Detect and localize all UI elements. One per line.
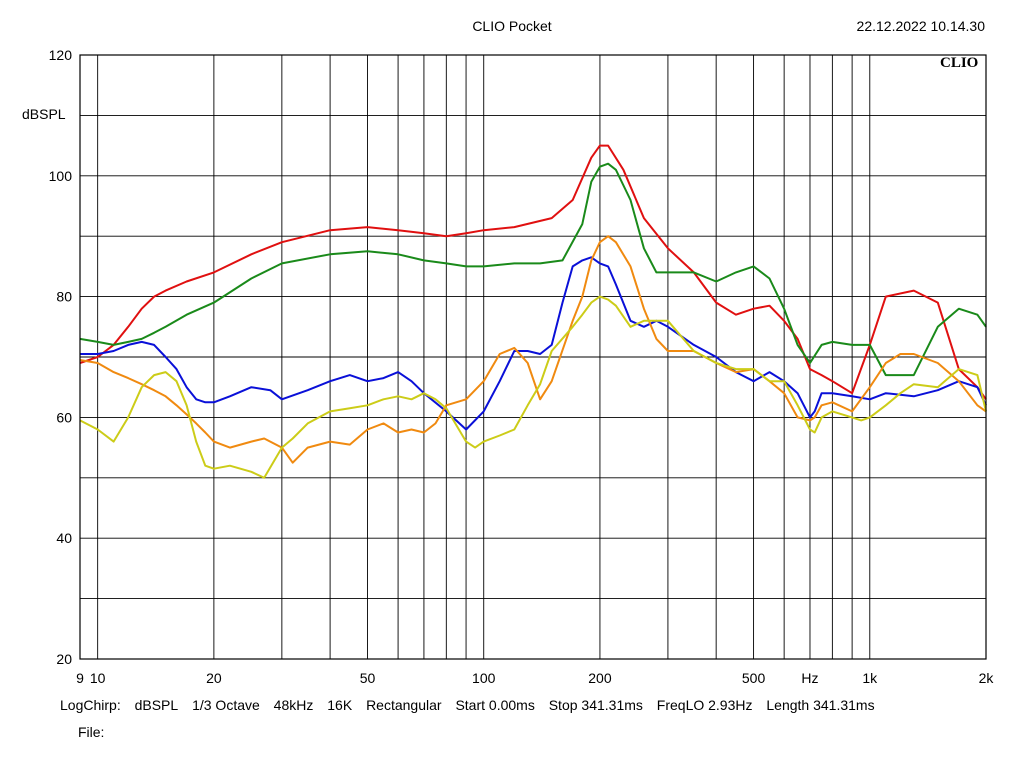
series-layer bbox=[79, 144, 987, 479]
measurement-settings: LogChirp: dBSPL 1/3 Octave 48kHz 16K Rec… bbox=[60, 697, 885, 713]
series-line-yellow bbox=[79, 295, 987, 479]
setting-window: Rectangular bbox=[366, 697, 442, 713]
x-tick-label: 9 bbox=[76, 670, 84, 686]
setting-length: Length 341.31ms bbox=[766, 697, 875, 713]
measurement-timestamp: 22.12.2022 10.14.30 bbox=[856, 18, 985, 34]
series-line-red bbox=[79, 144, 987, 400]
y-axis-unit-label: dBSPL bbox=[22, 106, 66, 122]
setting-samplerate: 48kHz bbox=[273, 697, 314, 713]
series-line-blue bbox=[80, 256, 987, 431]
x-tick-label: 500 bbox=[742, 670, 766, 686]
y-tick-label: 60 bbox=[56, 409, 72, 425]
series-line-green bbox=[79, 162, 987, 377]
plot-frame bbox=[79, 54, 987, 660]
axis-labels: 20 40 60 80 100 120 9 10 20 50 100 200 500 Hz 1k 2k bbox=[49, 47, 995, 686]
y-tick-label: 40 bbox=[56, 530, 72, 546]
x-tick-label: 200 bbox=[588, 670, 612, 686]
setting-freqlo: FreqLO 2.93Hz bbox=[656, 697, 753, 713]
x-tick-label: Hz bbox=[801, 670, 818, 686]
setting-mode: LogChirp: bbox=[60, 697, 121, 713]
x-tick-label: 20 bbox=[206, 670, 222, 686]
y-tick-label: 100 bbox=[49, 168, 73, 184]
setting-smoothing: 1/3 Octave bbox=[192, 697, 260, 713]
brand-logo: CLIO bbox=[940, 55, 978, 71]
setting-fft-size: 16K bbox=[327, 697, 353, 713]
y-tick-label: 80 bbox=[56, 289, 72, 305]
setting-unit: dBSPL bbox=[134, 697, 179, 713]
series-line-orange bbox=[79, 235, 987, 464]
x-tick-label: 10 bbox=[90, 670, 106, 686]
y-tick-label: 120 bbox=[49, 47, 73, 63]
setting-start: Start 0.00ms bbox=[455, 697, 535, 713]
x-tick-label: 50 bbox=[360, 670, 376, 686]
grid bbox=[79, 55, 986, 659]
app-title: CLIO Pocket bbox=[472, 18, 552, 34]
x-tick-label: 1k bbox=[862, 670, 878, 686]
x-tick-label: 2k bbox=[979, 670, 995, 686]
file-label: File: bbox=[78, 724, 105, 740]
setting-stop: Stop 341.31ms bbox=[548, 697, 643, 713]
y-tick-label: 20 bbox=[56, 651, 72, 667]
x-tick-label: 100 bbox=[472, 670, 496, 686]
